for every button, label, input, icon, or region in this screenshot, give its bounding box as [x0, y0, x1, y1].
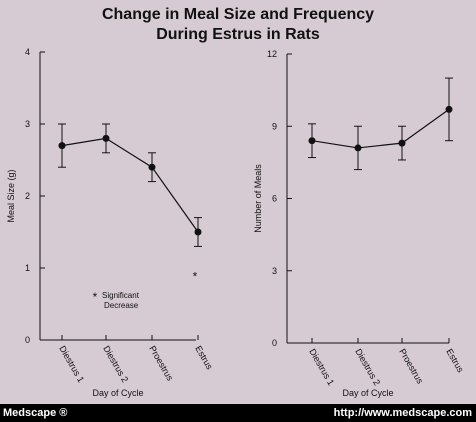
meal-size-x-tick-label: Proestrus — [147, 344, 175, 383]
meal-count-x-tick-label: Diestrus 1 — [307, 347, 336, 387]
meal-size-x-tick-label: Diestrus 1 — [57, 344, 86, 384]
chart-title-line-2: During Estrus in Rats — [156, 26, 320, 43]
meal-size-y-tick-label: 4 — [25, 47, 30, 57]
meal-size-x-tick-label: Estrus — [193, 344, 215, 372]
meal-count-x-label: Day of Cycle — [342, 388, 393, 398]
meal-count-y-tick-label: 12 — [267, 49, 277, 59]
meal-size-y-tick-label: 0 — [25, 335, 30, 345]
meal-size-x-tick-label: Diestrus 2 — [101, 344, 130, 384]
chart-title-line-1: Change in Meal Size and Frequency — [101, 6, 375, 23]
meal-count-y-tick-label: 3 — [272, 266, 277, 276]
meal-count-y-label: Number of Meals — [253, 164, 263, 233]
meal-size-series-line — [61, 137, 199, 233]
meal-count-x-tick-label: Estrus — [444, 347, 466, 375]
meal-count-y-tick-label: 0 — [272, 338, 277, 348]
meal-size-annotation-line-2: Decrease — [104, 301, 139, 310]
meal-size-data-point — [58, 142, 66, 150]
meal-count-y-tick-label: 9 — [272, 121, 277, 131]
footer-url[interactable]: http://www.medscape.com — [333, 407, 472, 419]
meal-count-data-point — [308, 137, 316, 145]
meal-count-data-point — [398, 139, 406, 147]
meal-size-x-label: Day of Cycle — [92, 388, 143, 398]
meal-count-x-tick-label: Diestrus 2 — [353, 347, 382, 387]
meal-size-data-point — [148, 163, 156, 171]
footer-bar: Medscape ® http://www.medscape.com — [0, 404, 476, 422]
meal-size-y-tick-label: 1 — [25, 263, 30, 273]
meal-size-y-tick-label: 3 — [25, 119, 30, 129]
meal-count-series-line — [311, 108, 450, 149]
meal-size-data-point — [194, 228, 202, 236]
meal-count-data-point — [445, 105, 453, 113]
meal-size-y-label: Meal Size (g) — [6, 169, 16, 222]
footer-brand: Medscape ® — [3, 407, 68, 419]
meal-count-data-point — [354, 144, 362, 152]
meal-count-y-tick-label: 6 — [272, 194, 277, 204]
meal-size-significance-marker: * — [193, 269, 198, 283]
meal-size-annotation-symbol: * — [93, 290, 98, 304]
meal-size-y-tick-label: 2 — [25, 191, 30, 201]
meal-size-data-point — [102, 134, 110, 142]
meal-count-x-tick-label: Proestrus — [397, 347, 425, 386]
chart-title: Change in Meal Size and Frequency During… — [0, 5, 476, 45]
meal-size-annotation-line-1: Significant — [102, 291, 140, 300]
